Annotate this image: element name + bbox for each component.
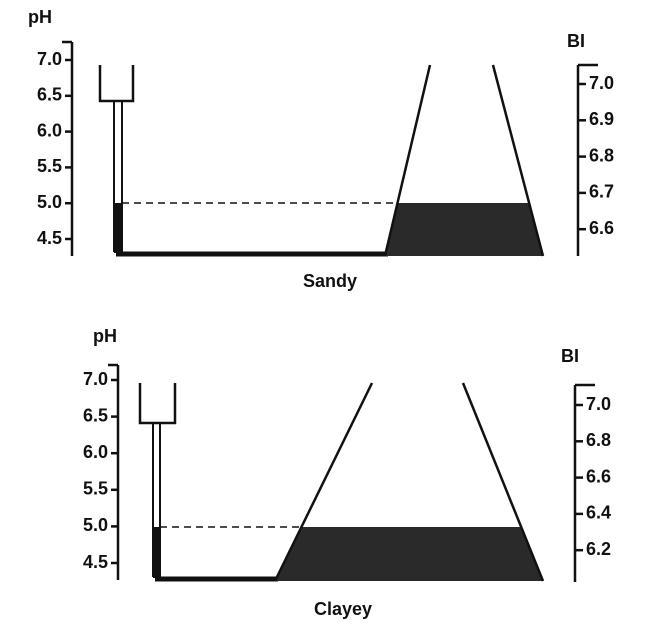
tick-label: 7.0 bbox=[589, 73, 614, 93]
diagram: pH 7.0 6.5 6.0 5.5 5.0 4.5 BI 7.0 6.9 6.8 6.7 6.6 San… bbox=[0, 0, 649, 626]
tick-label: 5.0 bbox=[83, 515, 108, 535]
axis-label: pH bbox=[93, 326, 117, 346]
panel-label: Sandy bbox=[303, 271, 357, 291]
tick-label: 5.5 bbox=[83, 479, 108, 499]
panel-label: Clayey bbox=[314, 599, 372, 619]
tick-label: 7.0 bbox=[37, 49, 62, 69]
tick-label: 6.6 bbox=[586, 466, 611, 486]
axis-label: pH bbox=[28, 7, 52, 27]
tick-label: 6.6 bbox=[589, 218, 614, 238]
tick-label: 6.5 bbox=[37, 85, 62, 105]
apparatus-clayey bbox=[140, 383, 543, 581]
flask-liquid bbox=[275, 527, 543, 581]
tick-label: 6.5 bbox=[83, 405, 108, 425]
flask-liquid bbox=[385, 203, 543, 256]
tick-label: 7.0 bbox=[586, 394, 611, 414]
tick-label: 6.0 bbox=[83, 442, 108, 462]
axis-label: BI bbox=[561, 346, 579, 366]
tick-label: 4.5 bbox=[83, 552, 108, 572]
tick-label: 6.7 bbox=[589, 182, 614, 202]
axis-label: BI bbox=[567, 31, 585, 51]
tick-label: 6.8 bbox=[589, 145, 614, 165]
tick-label: 6.8 bbox=[586, 430, 611, 450]
tube-liquid bbox=[114, 203, 122, 253]
apparatus-sandy bbox=[100, 65, 543, 256]
tube-liquid bbox=[153, 527, 160, 578]
tube-top bbox=[100, 65, 133, 101]
tick-label: 7.0 bbox=[83, 369, 108, 389]
tick-label: 5.0 bbox=[37, 192, 62, 212]
tick-label: 6.4 bbox=[586, 503, 611, 523]
tick-label: 6.9 bbox=[589, 109, 614, 129]
tick-label: 6.0 bbox=[37, 120, 62, 140]
tube-top bbox=[140, 383, 175, 423]
tick-label: 6.2 bbox=[586, 539, 611, 559]
tick-label: 4.5 bbox=[37, 228, 62, 248]
page: {"panels": [ {"left_axis": {"label": "pH… bbox=[0, 0, 649, 626]
tick-label: 5.5 bbox=[37, 156, 62, 176]
